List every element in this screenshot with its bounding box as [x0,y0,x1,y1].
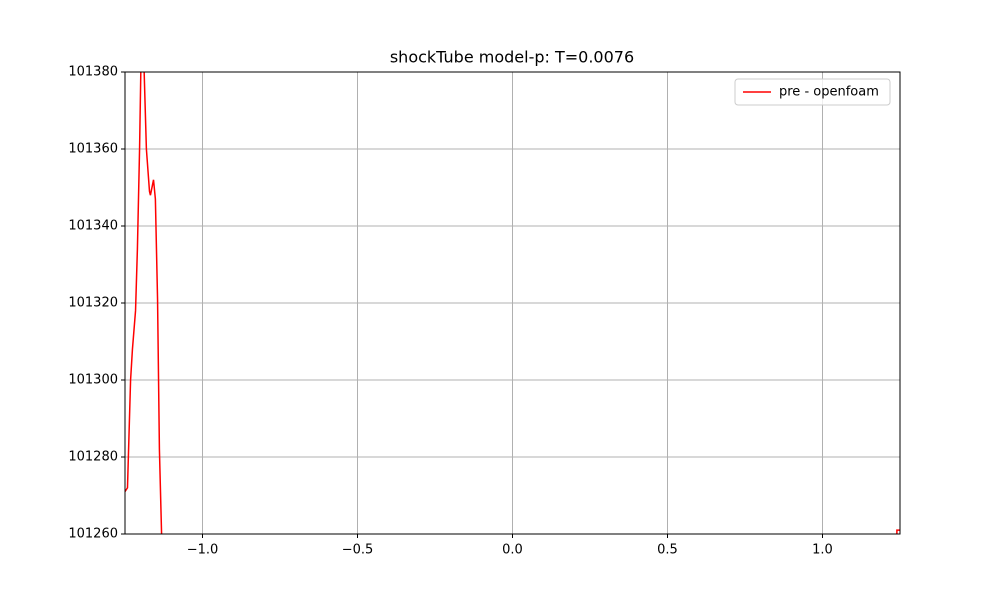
y-tick-label: 101300 [68,373,118,388]
x-tick-label: −0.5 [342,543,374,558]
y-tick-label: 101340 [68,219,118,234]
x-tick-label: 0.0 [502,543,523,558]
y-tick-label: 101260 [68,527,118,542]
legend-label: pre - openfoam [779,85,879,100]
x-tick-label: 1.0 [812,543,833,558]
y-tick-label: 101360 [68,142,118,157]
axes-frame [124,71,901,535]
y-tick-label: 101380 [68,65,118,80]
data-line [125,72,900,534]
y-tick-label: 101280 [68,450,118,465]
legend-box [734,78,891,106]
y-tick-label: 101320 [68,296,118,311]
x-tick-label: −1.0 [187,543,219,558]
plot-area [125,72,900,534]
x-tick-label: 0.5 [657,543,678,558]
chart-title: shockTube model-p: T=0.0076 [390,48,634,67]
